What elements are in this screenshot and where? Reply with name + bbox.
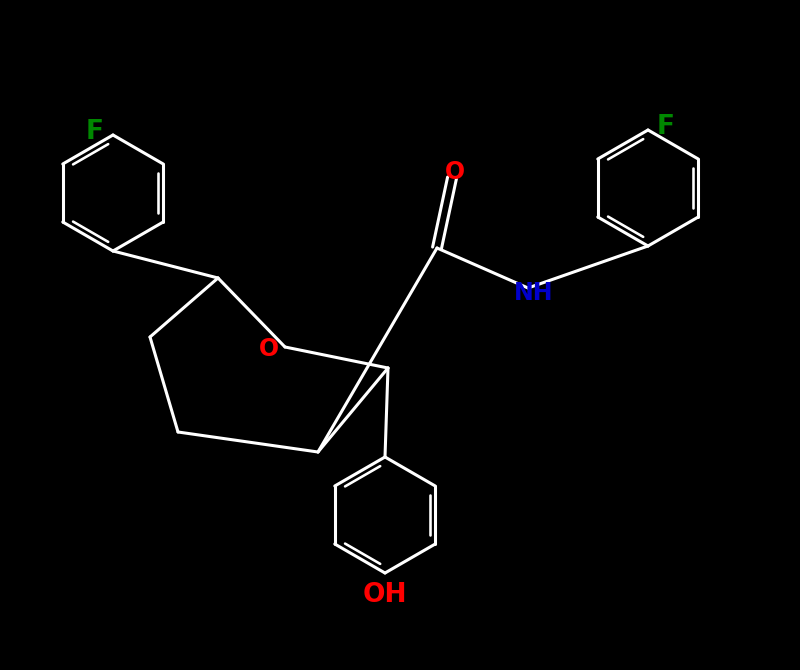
Text: NH: NH <box>514 281 554 305</box>
Text: F: F <box>657 114 675 140</box>
Text: O: O <box>259 337 279 361</box>
Text: F: F <box>86 119 104 145</box>
Text: O: O <box>445 160 465 184</box>
Text: OH: OH <box>362 582 407 608</box>
